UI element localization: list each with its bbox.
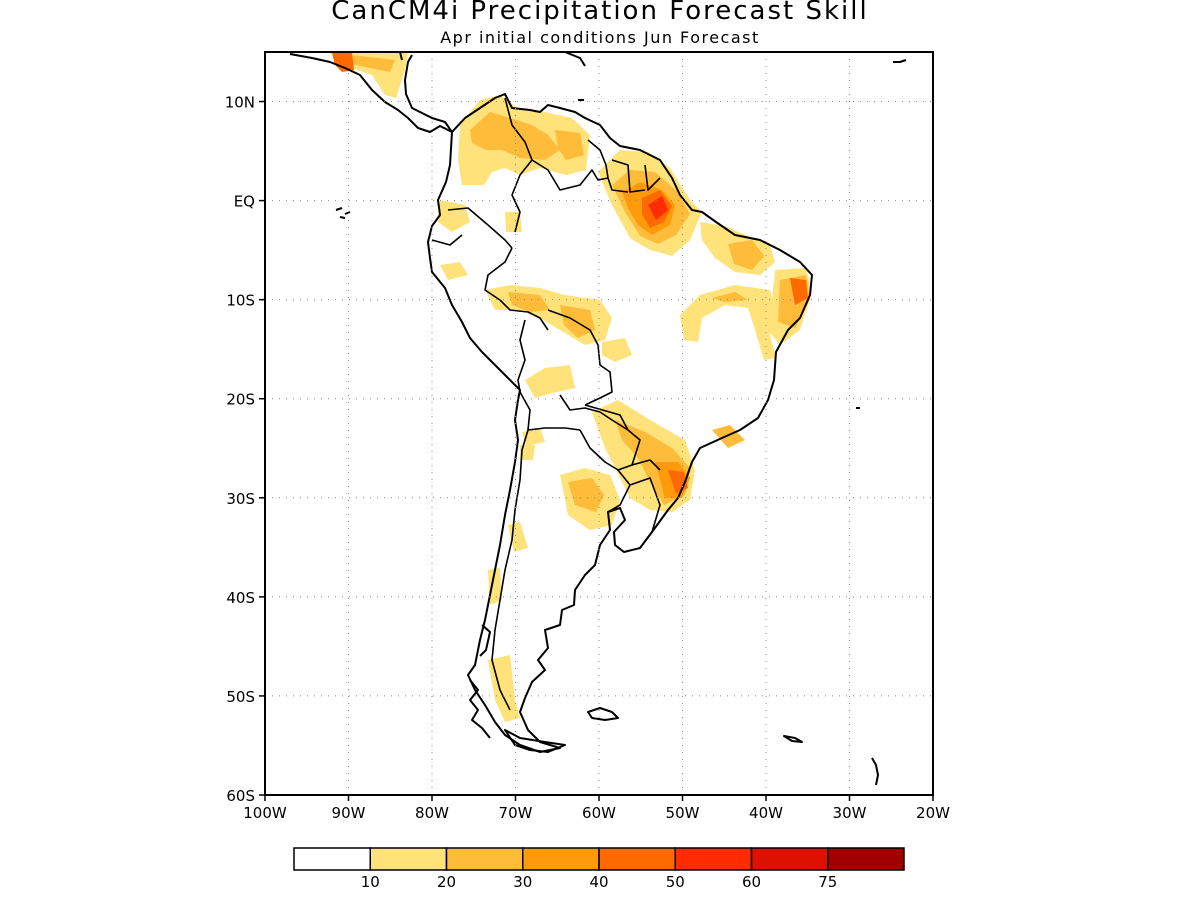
colorbar-label: 60 [742, 873, 761, 891]
skill-ne-brazil-core [728, 240, 764, 270]
colorbar-swatch [445, 847, 524, 871]
skill-chile-south-a [488, 568, 502, 605]
skill-peru-coast [440, 262, 468, 280]
colorbar: 10 20 30 40 50 60 75 [293, 847, 905, 891]
lon-tick-label: 40W [749, 804, 783, 822]
lat-tick-label: 50S [226, 688, 255, 706]
skill-para-peak [648, 196, 668, 220]
lat-tick-label: 10S [226, 292, 255, 310]
border-guyana [587, 139, 629, 193]
galapagos [335, 207, 351, 219]
border-suriname [611, 159, 646, 193]
tierra-del-fuego [504, 729, 566, 753]
border-bolivia-argentina [527, 427, 581, 431]
border-bolivia-brazil [547, 309, 613, 406]
skill-bolivia-south [525, 365, 575, 398]
lat-tick-label: 40S [226, 589, 255, 607]
falkland-islands [587, 707, 619, 721]
lon-tick-label: 80W [415, 804, 449, 822]
skill-rondonia-core [560, 305, 595, 338]
skill-peru-north [505, 212, 522, 232]
colorbar-swatch [598, 847, 676, 871]
border-french-guiana [644, 164, 661, 191]
chart-title: CanCM4i Precipitation Forecast Skill [331, 0, 869, 26]
colorbar-label: 75 [818, 873, 837, 891]
border-colombia-ecuador [447, 207, 513, 249]
lon-tick-label: 90W [332, 804, 366, 822]
lat-tick-label: 10N [225, 94, 255, 112]
chart-subtitle: Apr initial conditions Jun Forecast [440, 28, 760, 47]
lon-tick-label: 50W [666, 804, 700, 822]
caribbean-coast-north [399, 52, 403, 61]
lon-tick-label: 100W [243, 804, 287, 822]
lon-tick-label: 60W [582, 804, 616, 822]
lat-tick-label: 30S [226, 490, 255, 508]
skill-patagonia [488, 655, 520, 722]
colorbar-swatch [674, 847, 753, 871]
lon-tick-label: 30W [833, 804, 867, 822]
colorbar-label: 20 [437, 873, 456, 891]
colorbar-swatch [293, 847, 371, 871]
border-brazil-south [631, 459, 661, 471]
skill-central-america-peak [332, 53, 354, 72]
lat-tick-label: EQ [234, 193, 255, 211]
gridlines [265, 52, 933, 795]
skill-acre-core [508, 292, 550, 312]
jamaica-fragment [893, 59, 907, 63]
colorbar-label: 10 [361, 873, 380, 891]
skill-cordoba-core [568, 478, 604, 512]
cuba-fragment [564, 52, 586, 67]
colorbar-swatch [827, 847, 905, 871]
skill-shading-layer [330, 52, 812, 722]
chiloe [479, 624, 491, 657]
south-georgia [783, 735, 803, 743]
border-peru-bolivia [517, 319, 526, 393]
colorbar-swatch [750, 847, 829, 871]
skill-bahia [680, 285, 776, 360]
colorbar-label: 30 [513, 873, 532, 891]
skill-venezuela-core [555, 130, 584, 160]
border-argentina-uruguay [607, 469, 631, 513]
border-peru-brazil [484, 247, 549, 331]
border-uruguay-brazil [629, 477, 661, 533]
lat-tick-label: 60S [226, 787, 255, 805]
skill-rio-core [712, 425, 745, 448]
skill-atacama [520, 445, 535, 460]
coastline-layer [289, 52, 907, 786]
border-colombia-venezuela [504, 97, 533, 233]
colorbar-label: 50 [666, 873, 685, 891]
colorbar-swatch [369, 847, 448, 871]
lon-tick-label: 20W [916, 804, 950, 822]
archipelago-chile [469, 679, 491, 739]
colorbar-swatch [522, 847, 600, 871]
border-ecuador-peru [431, 234, 463, 246]
border-brazil-paraguay-east [599, 411, 629, 431]
sandwich-islands [871, 757, 879, 786]
lat-tick-label: 20S [226, 391, 255, 409]
colorbar-label: 40 [589, 873, 608, 891]
border-venezuela-brazil [531, 159, 609, 191]
border-bolivia-paraguay [559, 394, 601, 413]
south-america-coast [427, 93, 813, 753]
skill-mato-grosso [602, 338, 632, 362]
lon-tick-label: 70W [499, 804, 533, 822]
skill-east-coast-red [790, 278, 808, 305]
